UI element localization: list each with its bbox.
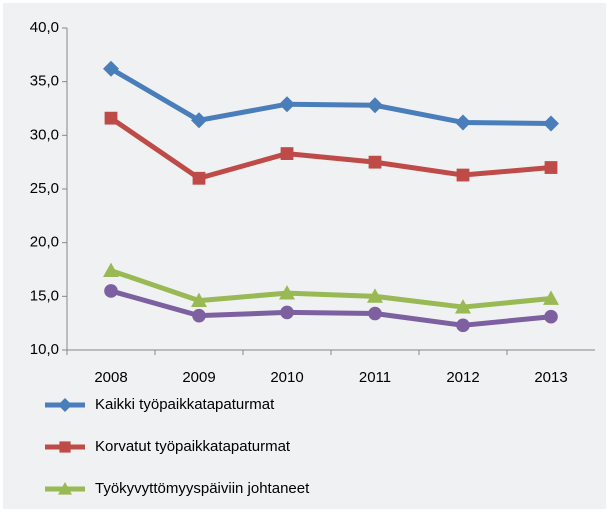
y-tick-label: 10,0 [30,341,59,358]
data-point [103,60,119,77]
x-tick-label: 2009 [182,369,215,386]
data-point [544,309,558,324]
legend-label: Korvatut työpaikkatapaturmat [95,438,291,455]
series-line [109,116,552,181]
data-point [455,114,471,131]
data-point [543,115,559,132]
legend-marker [58,398,72,412]
y-tick-label: 30,0 [30,126,59,143]
data-point [543,290,559,305]
x-tick-label: 2012 [446,369,479,386]
y-tick-label: 20,0 [30,234,59,251]
legend-label: Kaikki työpaikkatapaturmat [95,396,275,413]
data-point [191,112,207,129]
data-point [191,292,207,308]
x-tick-label: 2011 [359,369,391,386]
data-point [280,305,294,320]
y-tick-label: 25,0 [30,180,59,197]
x-tick-label: 2010 [270,369,303,386]
y-tick-label: 35,0 [30,73,59,90]
series-line [110,268,552,310]
y-tick-label: 40,0 [30,19,59,36]
legend-label: Työkyvyttömyyspäiviin johtaneet [95,480,310,497]
data-point [279,96,295,113]
data-point [455,299,471,314]
data-point [367,97,383,114]
x-tick-label: 2008 [94,369,127,386]
series-line [110,288,552,328]
series-line [109,66,552,127]
data-point [104,284,118,298]
data-point [192,171,206,185]
data-point [279,285,295,300]
data-point [103,262,119,277]
data-point [192,308,206,323]
data-point [368,155,382,169]
data-point [280,147,294,160]
data-point [368,306,382,321]
data-point [367,288,383,303]
background [3,3,606,509]
legend-marker [58,482,72,495]
y-tick-label: 15,0 [30,287,59,304]
data-point [544,161,558,174]
legend-marker [59,441,71,453]
data-point [104,111,118,125]
data-point [456,168,470,182]
x-tick-label: 2013 [534,369,567,386]
data-point [456,318,470,333]
